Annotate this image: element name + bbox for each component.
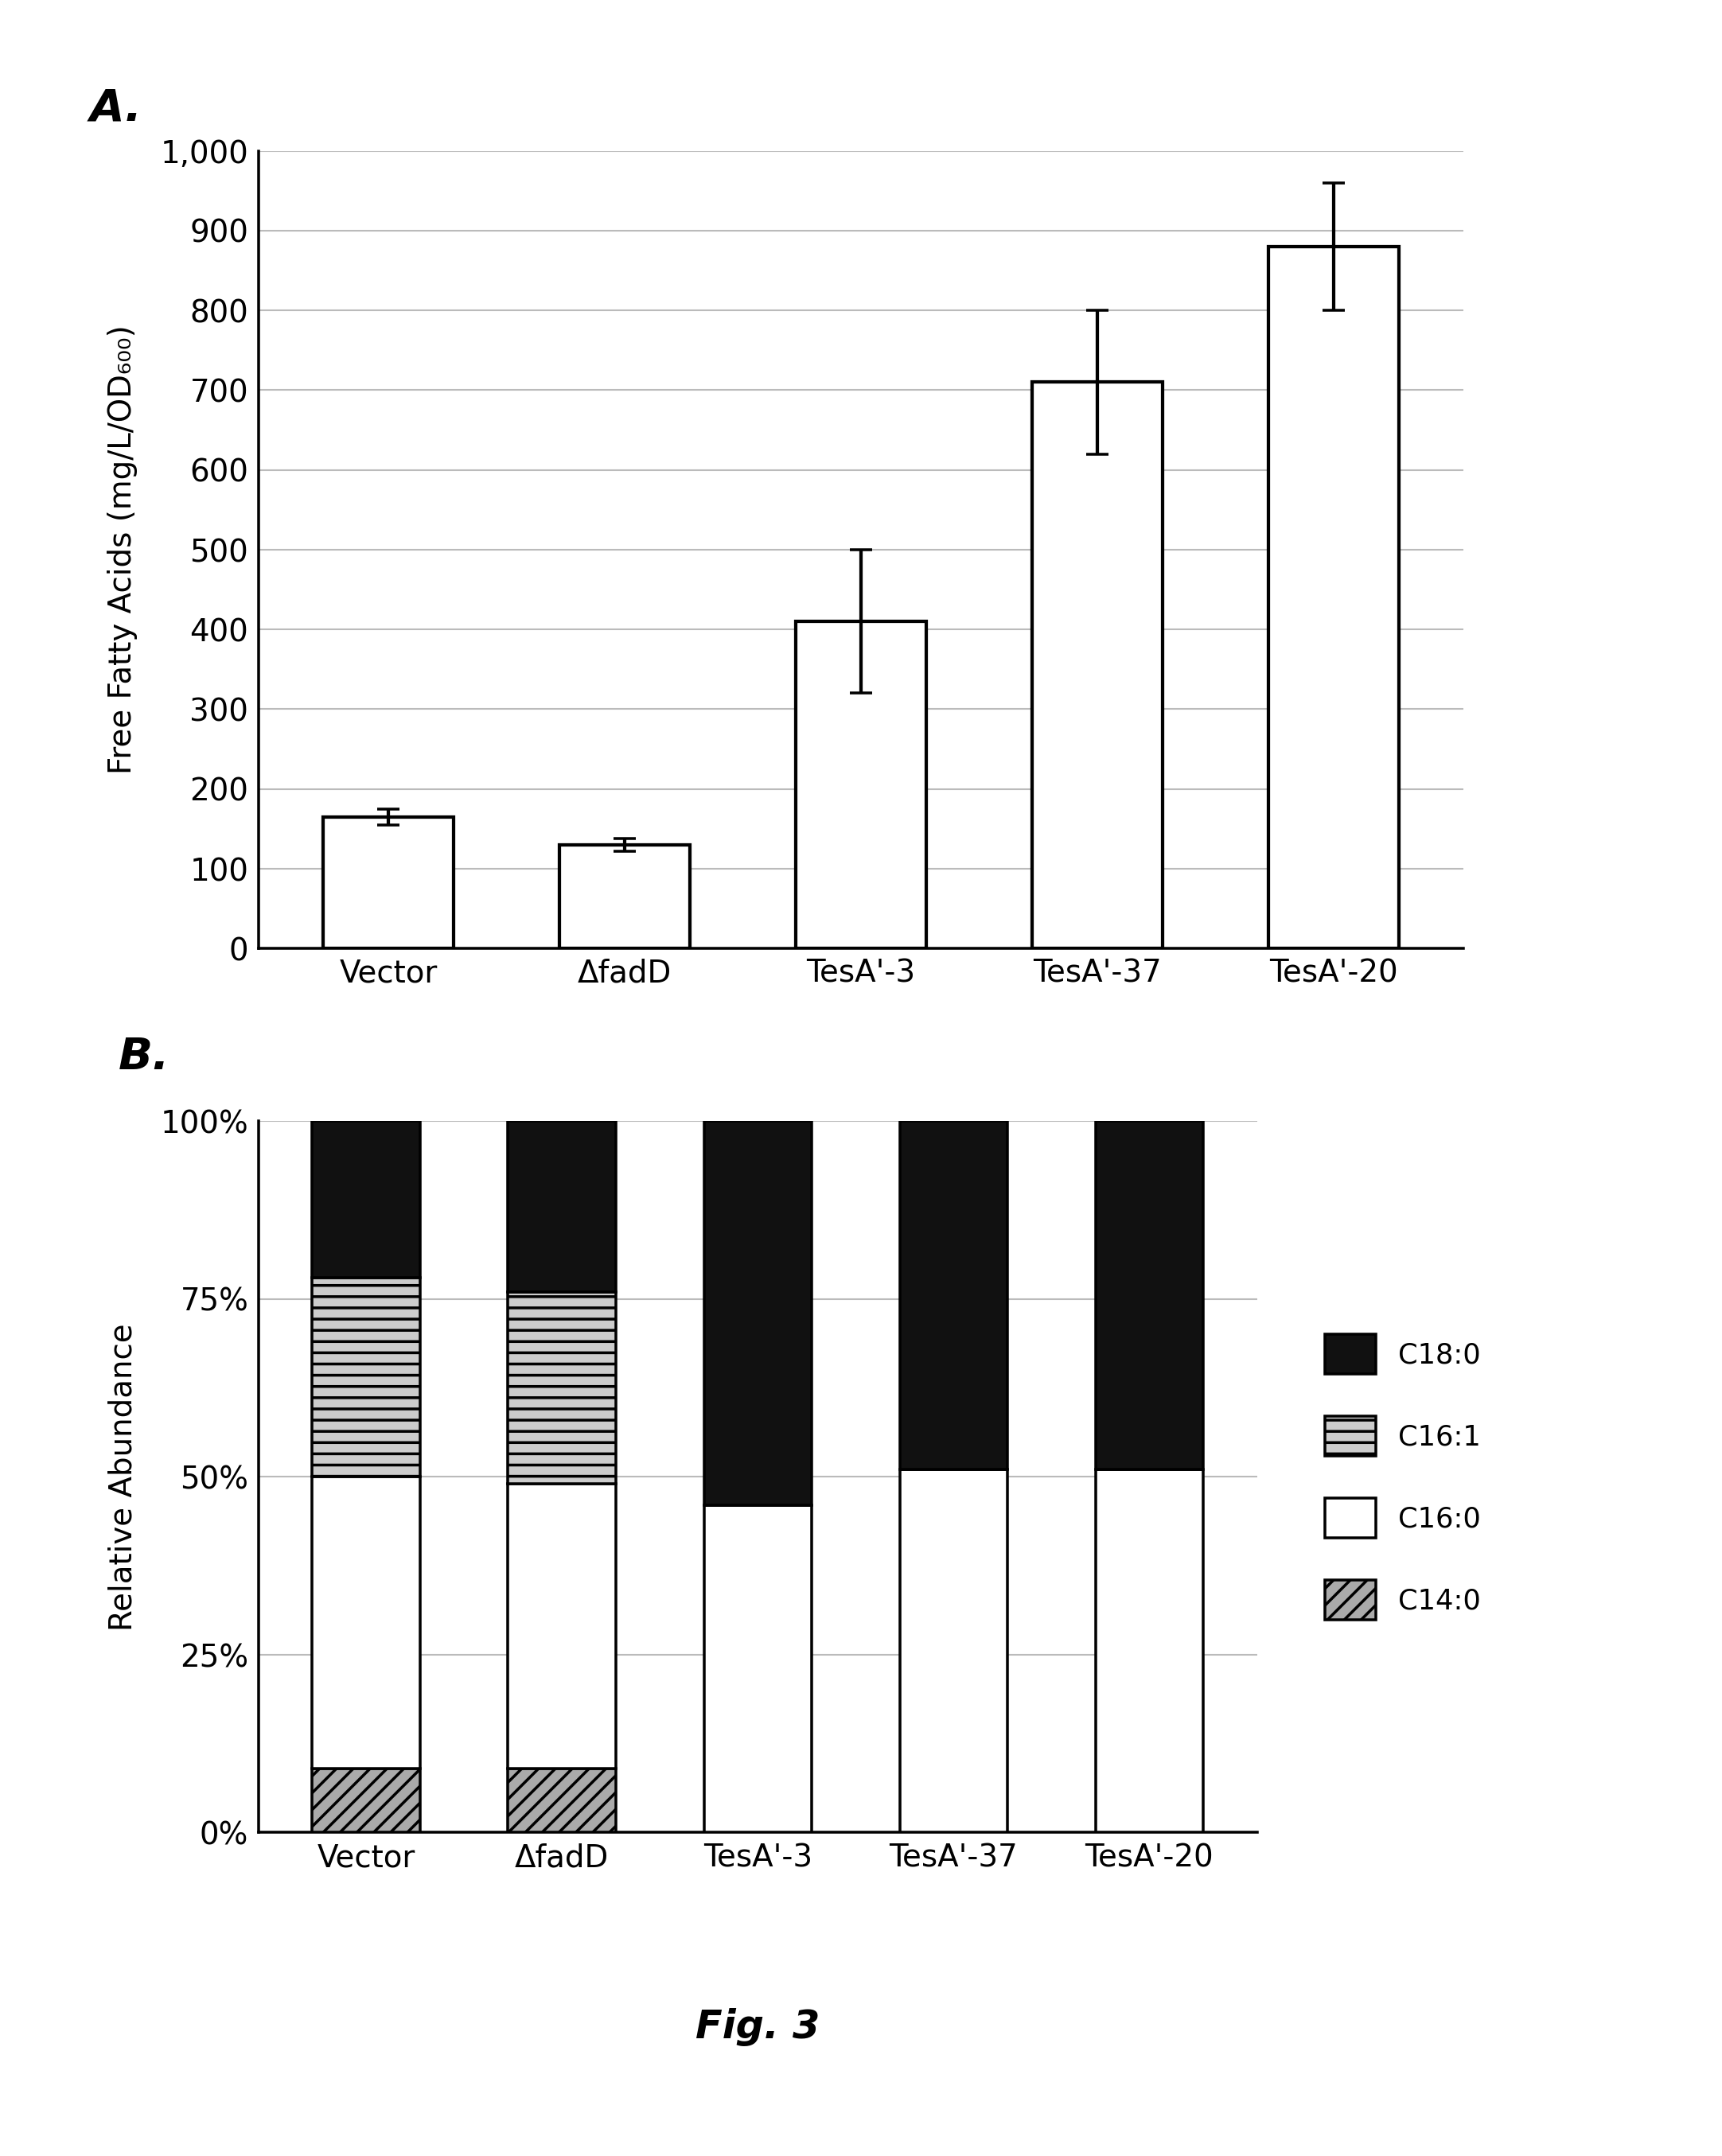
Bar bbox=[704, 1121, 811, 1505]
Bar bbox=[560, 845, 689, 949]
Legend: C18:0, C16:1, C16:0, C14:0: C18:0, C16:1, C16:0, C14:0 bbox=[1310, 1319, 1495, 1634]
Bar bbox=[1095, 1121, 1204, 1470]
Bar bbox=[508, 1121, 616, 1291]
Text: Fig. 3: Fig. 3 bbox=[696, 2007, 820, 2046]
Bar bbox=[1269, 246, 1398, 949]
Bar bbox=[324, 817, 453, 949]
Bar bbox=[1095, 1470, 1204, 1833]
Bar bbox=[508, 1291, 616, 1483]
Text: A.: A. bbox=[90, 86, 143, 129]
Bar bbox=[899, 1121, 1007, 1470]
Bar bbox=[704, 1505, 811, 1833]
Bar bbox=[508, 1483, 616, 1768]
Bar bbox=[508, 1768, 616, 1833]
Y-axis label: Relative Abundance: Relative Abundance bbox=[108, 1324, 138, 1630]
Bar bbox=[312, 1477, 420, 1768]
Bar bbox=[796, 621, 926, 949]
Bar bbox=[312, 1279, 420, 1477]
Bar bbox=[899, 1470, 1007, 1833]
Text: B.: B. bbox=[119, 1035, 170, 1078]
Bar bbox=[1033, 382, 1162, 949]
Y-axis label: Free Fatty Acids (mg/L/OD₆₀₀): Free Fatty Acids (mg/L/OD₆₀₀) bbox=[107, 326, 138, 774]
Bar bbox=[312, 1768, 420, 1833]
Bar bbox=[312, 1121, 420, 1279]
